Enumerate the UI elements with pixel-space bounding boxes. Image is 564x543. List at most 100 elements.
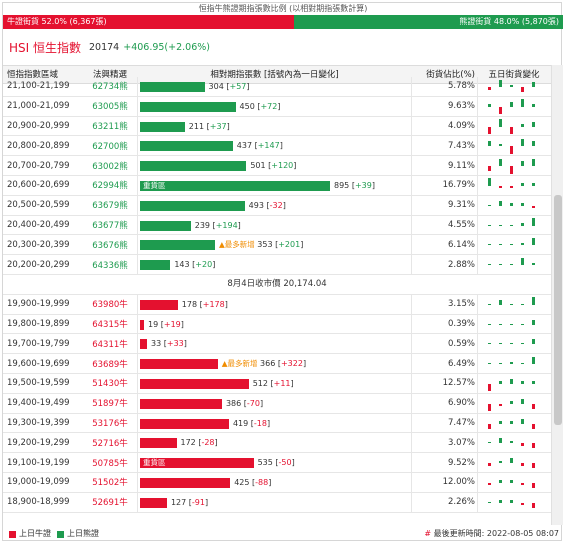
table-row[interactable]: 19,800-19,899 64315牛 19 [+19] 0.39%: [3, 314, 551, 335]
row-warrant-code[interactable]: 64311牛: [92, 339, 128, 350]
row-warrant-code[interactable]: 62734熊: [92, 82, 128, 93]
row-warrant-code[interactable]: 64336熊: [92, 260, 128, 271]
row-range: 20,600-20,699: [7, 180, 70, 191]
row-warrant-code[interactable]: 51430牛: [92, 379, 128, 390]
spark-bar: [510, 421, 513, 424]
contracts-bar: [140, 299, 178, 310]
row-warrant-code[interactable]: 52716牛: [92, 438, 128, 449]
spark-bar: [510, 480, 513, 483]
row-warrant-code[interactable]: 63676熊: [92, 240, 128, 251]
spark-bar: [532, 463, 535, 469]
five-day-spark: [477, 235, 551, 255]
spark-bar: [499, 79, 502, 87]
row-warrant-code[interactable]: 63689牛: [92, 359, 128, 370]
table-row[interactable]: 21,100-21,199 62734熊 304 [+57] 5.78%: [3, 77, 551, 97]
spark-bar: [499, 299, 502, 305]
row-warrant-code[interactable]: 63211熊: [92, 121, 128, 132]
contracts-number: 493: [248, 200, 264, 210]
five-day-spark: [477, 116, 551, 136]
table-row[interactable]: 21,000-21,099 63005熊 450 [+72] 9.63%: [3, 96, 551, 117]
table-row[interactable]: 20,200-20,299 64336熊 143 [+20] 2.88%: [3, 255, 551, 275]
contracts-bar: [140, 497, 167, 508]
five-day-spark: [477, 136, 551, 156]
row-warrant-code[interactable]: 51502牛: [92, 478, 128, 489]
table-row[interactable]: 19,600-19,699 63689牛 ▲最多新增 366 [+322] 6.49%: [3, 354, 551, 374]
hash-icon: #: [424, 529, 432, 538]
table-row[interactable]: 19,400-19,499 51897牛 386 [-70] 6.90%: [3, 393, 551, 414]
row-warrant-code[interactable]: 62700熊: [92, 141, 128, 152]
row-share: 4.55%: [447, 219, 475, 230]
row-range: 19,200-19,299: [7, 437, 70, 448]
contracts-bar: [140, 161, 247, 172]
spark-bar: [488, 463, 491, 466]
contracts-change: +322: [280, 359, 303, 369]
row-bar-cell: 437 [+147]: [137, 136, 412, 156]
spark-bar: [532, 423, 535, 429]
contracts-change: -18: [253, 418, 267, 428]
spark-bar: [521, 482, 524, 486]
spark-bar: [488, 224, 491, 226]
spark-bar: [488, 244, 491, 246]
row-warrant-code[interactable]: 51897牛: [92, 399, 128, 410]
row-warrant-code[interactable]: 63005熊: [92, 102, 128, 113]
row-warrant-code[interactable]: 64315牛: [92, 319, 128, 330]
scrollbar[interactable]: [551, 65, 563, 525]
row-range: 19,300-19,399: [7, 417, 70, 428]
footer: 上日牛證 上日熊證 # 最後更新時間: 2022-08-05 08:07: [3, 527, 563, 541]
table-row[interactable]: 20,800-20,899 62700熊 437 [+147] 7.43%: [3, 136, 551, 157]
five-day-spark: [477, 294, 551, 314]
spark-bar: [510, 401, 513, 404]
contracts-value: 425 [-88]: [234, 477, 272, 487]
table-row[interactable]: 19,300-19,399 53176牛 419 [-18] 7.47%: [3, 413, 551, 434]
contracts-value: 501 [+120]: [250, 161, 297, 171]
table-row[interactable]: 19,900-19,999 63980牛 178 [+178] 3.15%: [3, 294, 551, 315]
table-row[interactable]: 20,700-20,799 63002熊 501 [+120] 9.11%: [3, 156, 551, 176]
table-row[interactable]: 18,900-18,999 52691牛 127 [-91] 2.26%: [3, 492, 551, 513]
row-warrant-code[interactable]: 52691牛: [92, 498, 128, 509]
spark-bar: [488, 87, 491, 90]
row-warrant-code[interactable]: 63002熊: [92, 161, 128, 172]
table-row[interactable]: 20,400-20,499 63677熊 239 [+194] 4.55%: [3, 215, 551, 236]
contracts-value: 493 [-32]: [248, 200, 286, 210]
table-row[interactable]: 20,900-20,999 63211熊 211 [+37] 4.09%: [3, 116, 551, 137]
contracts-number: 501: [250, 161, 266, 171]
spark-bar: [532, 443, 535, 449]
table-row[interactable]: 19,700-19,799 64311牛 33 [+33] 0.59%: [3, 334, 551, 355]
row-bar-cell: 重貨區 895 [+39]: [137, 175, 412, 195]
contracts-number: 366: [260, 359, 276, 369]
spark-bar: [521, 303, 524, 305]
contracts-value: 535 [-50]: [257, 458, 295, 468]
row-share: 3.07%: [447, 437, 475, 448]
row-warrant-code[interactable]: 63980牛: [92, 300, 128, 311]
five-day-spark: [477, 492, 551, 512]
table-row[interactable]: 19,200-19,299 52716牛 172 [-28] 3.07%: [3, 433, 551, 454]
contracts-bar: 重貨區: [140, 458, 254, 469]
contracts-change: -88: [255, 477, 269, 487]
five-day-spark: [477, 393, 551, 413]
row-warrant-code[interactable]: 63679熊: [92, 201, 128, 212]
row-bar-cell: 172 [-28]: [137, 433, 412, 453]
contracts-number: 425: [234, 477, 250, 487]
five-day-spark: [477, 215, 551, 235]
legend-bull-label: 上日牛證: [19, 529, 51, 538]
legend-bear-label: 上日熊證: [67, 529, 99, 538]
row-warrant-code[interactable]: 63677熊: [92, 220, 128, 231]
table-row[interactable]: 20,300-20,399 63676熊 ▲最多新增 353 [+201] 6.14%: [3, 235, 551, 256]
spark-bar: [521, 343, 524, 345]
spark-bar: [488, 383, 491, 392]
spark-bar: [499, 224, 502, 226]
cbbc-table[interactable]: 恒指指數區域 法興精選 相對期指張數 [括號內為一日變化] 街貨佔比(%) 五日…: [3, 65, 551, 525]
table-row[interactable]: 19,100-19,199 50785牛 重貨區 535 [-50] 9.52%: [3, 453, 551, 473]
table-row[interactable]: 19,500-19,599 51430牛 512 [+11] 12.57%: [3, 373, 551, 394]
contracts-number: 172: [180, 438, 196, 448]
table-row[interactable]: 19,000-19,099 51502牛 425 [-88] 12.00%: [3, 472, 551, 493]
table-row[interactable]: 20,600-20,699 62994熊 重貨區 895 [+39] 16.79%: [3, 175, 551, 196]
row-warrant-code[interactable]: 50785牛: [92, 458, 128, 469]
contracts-number: 304: [208, 82, 224, 91]
table-row[interactable]: 20,500-20,599 63679熊 493 [-32] 9.31%: [3, 195, 551, 216]
row-warrant-code[interactable]: 53176牛: [92, 418, 128, 429]
scrollbar-thumb[interactable]: [554, 195, 562, 425]
row-warrant-code[interactable]: 62994熊: [92, 181, 128, 192]
contracts-change: +57: [229, 82, 247, 91]
